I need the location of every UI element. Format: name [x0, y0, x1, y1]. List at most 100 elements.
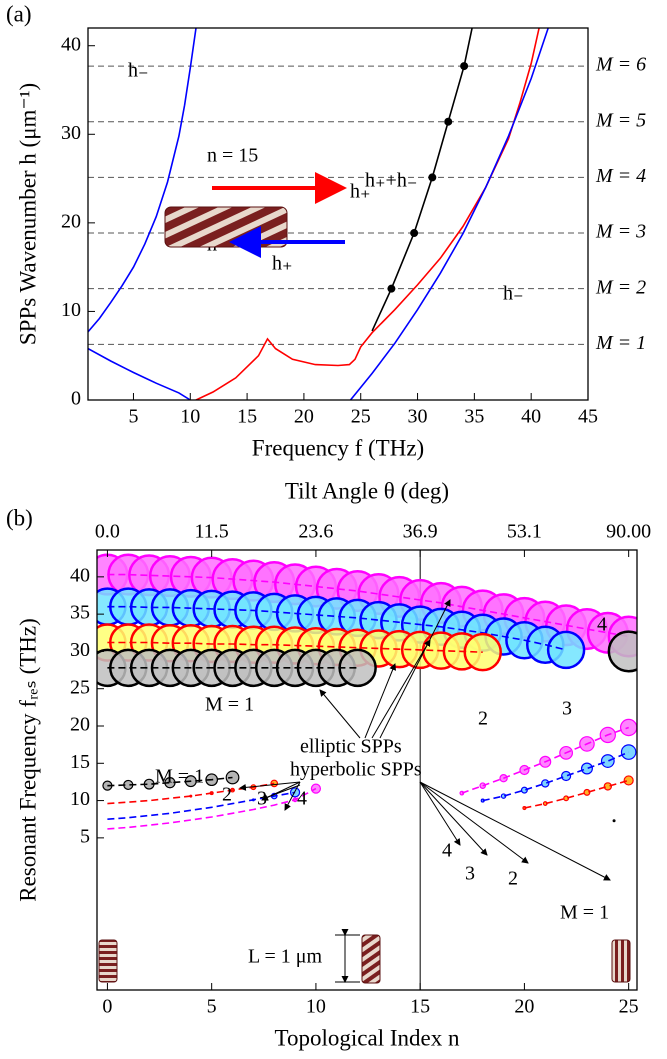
pointer [284, 781, 301, 811]
reference-label: M = 2 [595, 276, 646, 298]
y-axis-title: Resonant Frequency fᵣₑₛ (THz) [15, 618, 40, 902]
x-tick-label: 20 [514, 996, 534, 1018]
x2-tick-label: 53.1 [507, 521, 542, 543]
bubble [623, 775, 634, 786]
annotation: elliptic SPPs [300, 736, 402, 758]
pointer [371, 639, 431, 739]
cylinder-n25 [611, 939, 631, 983]
pointer [364, 663, 396, 739]
trend-line [107, 787, 317, 830]
bubble [612, 819, 616, 823]
panel: (a) Frequency f (THz) SPPs Wavenumber h (μ… [6, 1, 646, 460]
x-tick-label: 10 [306, 996, 326, 1018]
point [428, 173, 437, 182]
reference-label: M = 5 [595, 109, 646, 131]
x-tick-label: 15 [237, 406, 257, 428]
trend-line [107, 776, 233, 787]
point [410, 229, 419, 238]
point [444, 117, 453, 126]
panel-label: (b) [6, 505, 33, 530]
line [88, 347, 191, 400]
x-tick-label: 20 [294, 406, 314, 428]
pointer [419, 781, 461, 846]
bubble [541, 779, 550, 788]
annotation: h₊ [272, 253, 293, 275]
x-axis-title: Frequency f (THz) [252, 435, 424, 460]
annotation: 3 [465, 863, 475, 885]
bubble [520, 786, 528, 794]
panel: (b) Topological Index n Resonant Frequency… [6, 478, 651, 1050]
x-axis-title: Topological Index n [275, 1025, 460, 1050]
y-tick-label: 40 [61, 33, 81, 55]
x2-tick-label: 36.9 [403, 521, 438, 543]
reference-label: M = 4 [595, 165, 646, 187]
pointer [379, 599, 451, 739]
x-tick-label: 35 [464, 406, 484, 428]
plot-frame [96, 549, 638, 991]
x-tick-label: 5 [128, 406, 138, 428]
annotation: 4 [597, 614, 607, 636]
bubble [580, 762, 593, 775]
pointer-lines [239, 599, 611, 881]
bubble [600, 754, 615, 768]
x-tick-label: 45 [578, 406, 598, 428]
point [387, 284, 396, 293]
x-tick-label: 25 [351, 406, 371, 428]
pointer [419, 781, 488, 856]
bubble [546, 630, 586, 670]
annotation: M = 1 [560, 902, 609, 924]
x-tick-label: 25 [619, 996, 639, 1018]
y-tick-label: 20 [61, 210, 81, 232]
x-tick-label: 30 [408, 406, 428, 428]
plot-frame [87, 27, 589, 401]
bubble [561, 770, 572, 782]
annotation: M = 1 [155, 766, 204, 788]
pointer [319, 689, 361, 739]
y-tick-label: 5 [80, 825, 90, 847]
annotation: 4 [297, 788, 307, 810]
trend-line [524, 779, 629, 809]
bubble [603, 782, 613, 791]
x-tick-label: 5 [207, 996, 217, 1018]
y-tick-label: 30 [61, 122, 81, 144]
trend-line [107, 641, 483, 653]
y-tick-label: 10 [70, 788, 90, 810]
annotation: n = 15 [207, 145, 258, 167]
pointer [264, 784, 301, 799]
decorations [98, 172, 631, 984]
y-tick-label: 35 [70, 602, 90, 624]
annotation: 3 [562, 698, 572, 720]
plot-area [88, 28, 588, 400]
panel-label: (a) [6, 1, 32, 26]
annotation: 4 [442, 840, 452, 862]
annotation: 2 [222, 784, 232, 806]
x2-tick-label: 0.0 [95, 521, 120, 543]
y-axis-title: SPPs Wavenumber h (μm⁻¹) [15, 83, 40, 345]
reference-label: M = 6 [595, 54, 646, 76]
y-tick-label: 25 [70, 676, 90, 698]
annotation: 2 [478, 708, 488, 730]
x2-axis-title: Tilt Angle θ (deg) [285, 478, 449, 503]
line [349, 28, 549, 400]
pointer [419, 781, 611, 881]
x-tick-label: 40 [521, 406, 541, 428]
x-tick-label: 0 [102, 996, 112, 1018]
x2-tick-label: 90.00 [606, 521, 651, 543]
y-tick-label: 30 [70, 639, 90, 661]
annotation: hyperbolic SPPs [290, 759, 422, 781]
x2-tick-label: 23.6 [298, 521, 333, 543]
annotation: h₋ [503, 283, 524, 305]
x-tick-label: 15 [410, 996, 430, 1018]
annotation: h₋ [128, 60, 149, 82]
y-tick-label: 40 [70, 564, 90, 586]
pointer [419, 781, 529, 864]
y-tick-label: 0 [71, 388, 81, 410]
y-tick-label: 20 [70, 714, 90, 736]
point [460, 62, 469, 71]
trend-line [482, 751, 630, 802]
bubble [463, 632, 502, 672]
cylinder-n15 [361, 934, 381, 984]
pointer [239, 781, 301, 791]
annotation: 2 [508, 868, 518, 890]
